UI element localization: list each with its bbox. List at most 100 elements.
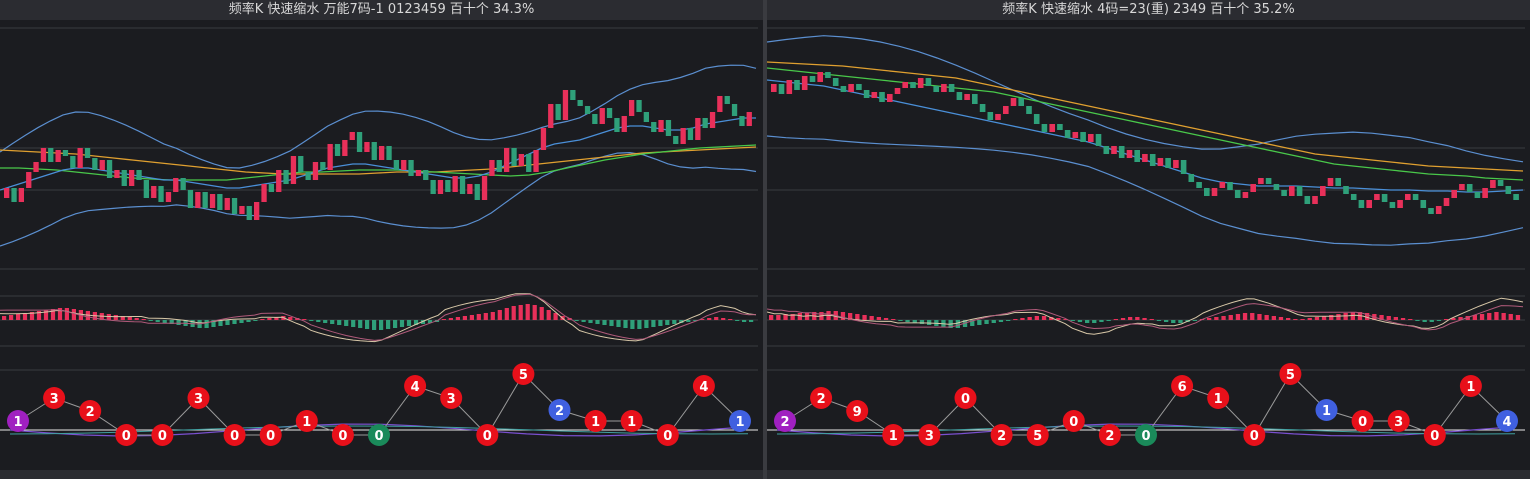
ball-label: 1 (735, 415, 744, 430)
candle (1374, 194, 1380, 200)
ball-label: 4 (1502, 415, 1511, 430)
candle (1080, 132, 1086, 142)
number-ball: 5 (1026, 424, 1049, 446)
chart-panel-left: 频率K 快速缩水 万能7码-1 0123459 百十个 34.3% 1 3 2 0 0 3… (0, 0, 763, 479)
macd-bar (36, 311, 42, 320)
macd-bar (1013, 319, 1018, 320)
number-ball: 2 (810, 387, 833, 409)
macd-bar (22, 313, 28, 320)
ball-circle (259, 424, 282, 446)
ball-label: 3 (194, 392, 203, 407)
ball-circle (440, 387, 463, 409)
macd-bar (497, 310, 502, 320)
macd-bar (1386, 316, 1391, 320)
ball-label: 0 (158, 429, 167, 444)
macd-bar (970, 320, 975, 326)
macd-bar (735, 320, 740, 321)
macd-bar (581, 320, 586, 322)
macd-bar (927, 320, 932, 325)
candle (1196, 182, 1202, 188)
ball-circle (1496, 410, 1518, 432)
macd-bar (518, 305, 523, 320)
candle (1219, 182, 1226, 188)
candle (809, 76, 816, 82)
macd-bar (919, 320, 925, 324)
candle (129, 170, 135, 186)
candle (1227, 182, 1233, 190)
macd-bar (1336, 314, 1341, 320)
macd-bar (9, 315, 14, 320)
macd-bar (1465, 316, 1470, 320)
macd-bar (1142, 318, 1147, 320)
ball-circle (512, 363, 535, 385)
candle (1435, 206, 1442, 214)
ball-circle (368, 424, 390, 446)
macd-bar (728, 319, 733, 320)
macd-bar (127, 317, 132, 320)
chart-panel-right: 频率K 快速缩水 4码=23(重) 2349 百十个 35.2% 2 2 9 1 3 0 2… (767, 0, 1530, 479)
panel-divider[interactable] (763, 0, 767, 479)
ball-circle (187, 387, 210, 409)
macd-bar (448, 318, 453, 320)
ball-circle (1351, 410, 1374, 432)
macd-bar (50, 309, 56, 320)
candle (18, 188, 24, 202)
macd-bar (1508, 314, 1513, 320)
candle (84, 148, 91, 158)
candle (548, 104, 554, 128)
macd-dea-line (0, 293, 757, 341)
macd-bar (1494, 312, 1499, 320)
macd-bar (588, 320, 593, 323)
candle (917, 78, 924, 88)
number-ball: 3 (918, 424, 941, 446)
macd-bar (1092, 320, 1097, 323)
candle (533, 150, 539, 172)
candle (1343, 186, 1349, 194)
candle (599, 108, 605, 124)
ball-label: 0 (374, 429, 383, 444)
candle (1072, 132, 1079, 138)
candle (863, 90, 870, 98)
candle (305, 172, 311, 180)
ball-circle (774, 410, 796, 432)
candle (1381, 194, 1388, 202)
macd-bar (1451, 318, 1456, 320)
candle (1428, 208, 1434, 214)
macd-bar (1429, 320, 1434, 322)
number-ball: 2 (990, 424, 1013, 446)
candle (1304, 196, 1311, 204)
number-ball: 1 (295, 410, 318, 432)
ball-circle (295, 410, 318, 432)
macd-bar (616, 320, 621, 327)
candle (48, 148, 54, 162)
ball-label: 0 (266, 429, 275, 444)
macd-bar (1149, 319, 1154, 320)
macd-bar (630, 320, 635, 329)
macd-bar (2, 316, 7, 320)
macd-bar (358, 320, 363, 328)
ma-line-green (0, 144, 757, 181)
candle (312, 162, 319, 180)
candle (393, 160, 399, 170)
candle (771, 84, 777, 92)
candle (1420, 200, 1427, 208)
candle (848, 84, 854, 92)
number-ball: 1 (1207, 387, 1230, 409)
candle (136, 170, 142, 180)
macd-bar (790, 314, 795, 320)
ball-label: 3 (1394, 415, 1403, 430)
candle (1358, 200, 1365, 208)
number-ball: 1 (882, 424, 905, 446)
candlestick-chart-left[interactable]: 1 3 2 0 0 3 0 0 1 0 0 4 3 0 5 2 1 1 0 4 1 (0, 20, 763, 470)
candle (1474, 192, 1481, 198)
macd-bar (553, 313, 558, 320)
number-ball: 6 (1171, 375, 1194, 397)
ball-circle (1243, 424, 1266, 446)
macd-bar (862, 315, 867, 320)
ball-label: 0 (122, 429, 131, 444)
candle (320, 162, 326, 170)
candle (481, 176, 488, 200)
macd-bar (1264, 315, 1269, 320)
candle (33, 162, 39, 172)
